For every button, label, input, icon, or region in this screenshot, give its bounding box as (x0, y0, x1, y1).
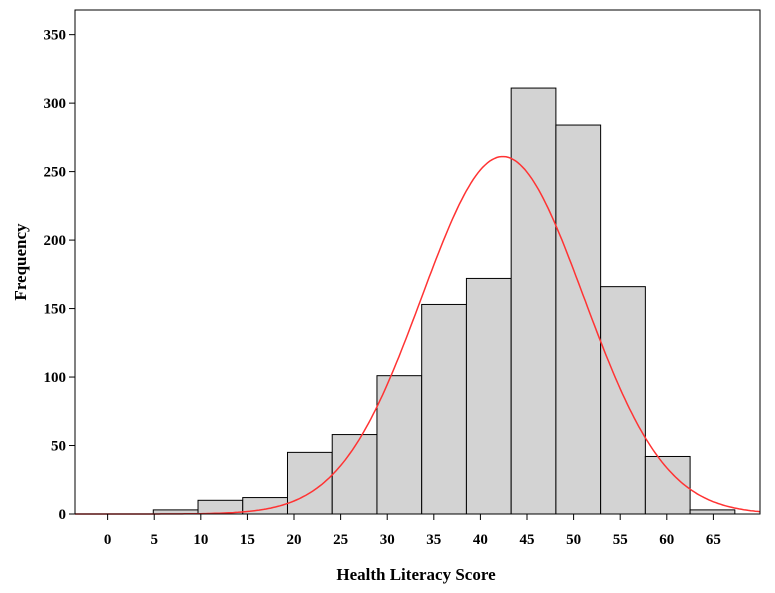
x-tick-label: 5 (150, 532, 158, 548)
y-tick-label: 350 (44, 28, 67, 44)
y-axis-title: Frequency (11, 223, 30, 301)
x-tick-label: 65 (706, 532, 721, 548)
x-axis: 0 5 10 15 20 25 30 35 40 45 50 55 60 65 (104, 514, 721, 548)
histogram-bar (421, 303, 467, 515)
histogram-bar (555, 124, 602, 515)
histogram-bar (600, 286, 646, 515)
x-tick-label: 50 (566, 532, 581, 548)
x-tick-label: 55 (613, 532, 628, 548)
x-tick-label: 25 (333, 532, 348, 548)
plot-frame (74, 9, 761, 515)
y-tick-label: 250 (44, 165, 67, 181)
histogram-bar (689, 509, 736, 515)
x-tick-label: 35 (426, 532, 441, 548)
x-tick-label: 10 (193, 532, 208, 548)
y-tick-label: 300 (44, 96, 67, 112)
histogram-bar (465, 277, 512, 515)
y-tick-label: 100 (44, 370, 67, 386)
y-tick-label: 200 (44, 233, 67, 249)
histogram-bars (152, 87, 736, 515)
x-tick-label: 15 (240, 532, 255, 548)
histogram-bar (644, 455, 691, 515)
x-tick-label: 60 (659, 532, 674, 548)
x-tick-label: 20 (287, 532, 302, 548)
histogram-bar (510, 87, 557, 515)
x-tick-label: 45 (520, 532, 535, 548)
y-tick-label: 0 (59, 507, 67, 523)
x-tick-label: 30 (380, 532, 395, 548)
y-tick-label: 50 (51, 439, 66, 455)
y-axis: 0 50 100 150 200 250 300 350 (44, 28, 75, 523)
y-tick-label: 150 (44, 302, 67, 318)
x-tick-label: 0 (104, 532, 112, 548)
histogram-bar (376, 375, 423, 515)
histogram-bar (286, 451, 333, 515)
x-axis-title: Health Literacy Score (336, 565, 496, 584)
x-tick-label: 40 (473, 532, 488, 548)
